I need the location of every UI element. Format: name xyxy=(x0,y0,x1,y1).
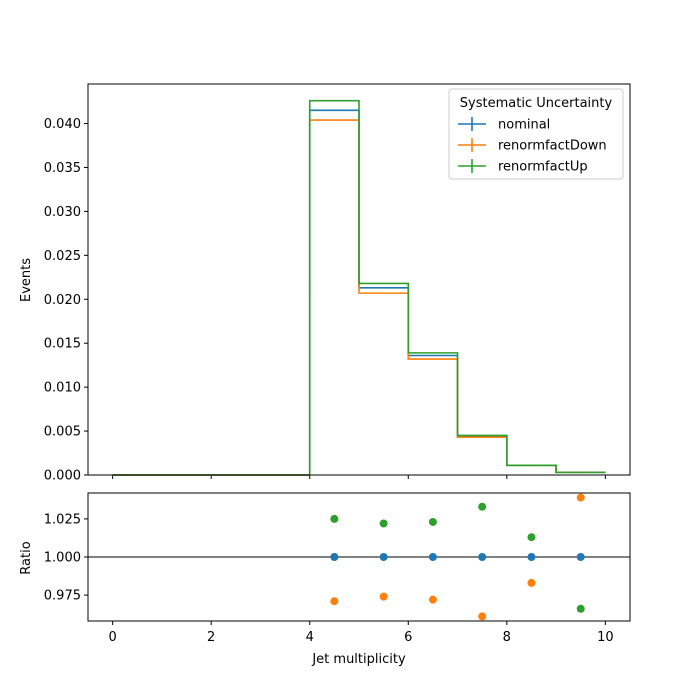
ratio-x-tick-label: 4 xyxy=(306,630,314,645)
ratio-point-renormfactDown xyxy=(576,493,585,502)
legend-box xyxy=(448,88,624,180)
ratio-point-renormfactUp xyxy=(379,519,388,528)
ratio-point-renormfactUp xyxy=(478,502,487,511)
ratio-point-renormfactDown xyxy=(527,578,536,587)
main-y-tick-label: 0.040 xyxy=(44,117,81,132)
ratio-point-renormfactDown xyxy=(428,595,437,604)
ratio-point-renormfactDown xyxy=(379,592,388,601)
ratio-x-tick-label: 6 xyxy=(404,630,412,645)
ratio-x-tick-label: 0 xyxy=(108,630,116,645)
main-y-axis-label: Events xyxy=(19,258,34,302)
legend-entry-nominal: nominal xyxy=(498,118,550,133)
legend-entry-renormfactUp: renormfactUp xyxy=(498,160,588,175)
main-y-tick-label: 0.010 xyxy=(44,381,81,396)
ratio-x-tick-label: 8 xyxy=(503,630,511,645)
ratio-y-tick-label: 1.000 xyxy=(44,551,81,566)
ratio-point-nominal xyxy=(330,553,339,561)
ratio-point-nominal xyxy=(576,553,585,561)
main-panel: 0.000 0.005 0.010 0.015 0.020 0.025 0.030 0.035… xyxy=(44,83,631,484)
legend: Systematic Uncertainty nominal renormfactD… xyxy=(448,88,624,180)
main-y-tick-label: 0.030 xyxy=(44,205,81,220)
ratio-point-nominal xyxy=(428,553,437,561)
ratio-x-tick-label: 10 xyxy=(597,630,614,645)
axis-labels: Events Ratio Jet multiplicity xyxy=(19,258,406,667)
ratio-point-renormfactUp xyxy=(428,517,437,526)
ratio-panel: 0.975 1.000 1.025 0 2 4 6 8 10 xyxy=(44,492,631,645)
x-axis-label: Jet multiplicity xyxy=(311,652,406,667)
ratio-point-nominal xyxy=(527,553,536,561)
main-y-tick-label: 0.020 xyxy=(44,293,81,308)
main-y-tick-label: 0.005 xyxy=(44,425,81,440)
ratio-point-renormfactUp xyxy=(527,533,536,542)
ratio-x-tick-label: 2 xyxy=(207,630,215,645)
ratio-y-tick-label: 1.025 xyxy=(44,512,81,527)
ratio-point-renormfactUp xyxy=(576,604,585,613)
legend-entry-renormfactDown: renormfactDown xyxy=(498,139,607,154)
ratio-axes-frame xyxy=(87,492,631,622)
ratio-point-nominal xyxy=(478,553,487,561)
main-y-tick-label: 0.015 xyxy=(44,337,81,352)
main-y-tick-label: 0.035 xyxy=(44,161,81,176)
ratio-point-renormfactDown xyxy=(330,597,339,606)
ratio-y-axis-label: Ratio xyxy=(19,541,34,574)
ratio-point-renormfactDown xyxy=(478,612,487,621)
ratio-point-nominal xyxy=(379,553,388,561)
ratio-point-renormfactUp xyxy=(330,514,339,523)
legend-title: Systematic Uncertainty xyxy=(460,96,613,111)
main-y-tick-label: 0.025 xyxy=(44,249,81,264)
main-axes-frame xyxy=(87,83,631,476)
ratio-y-tick-label: 0.975 xyxy=(44,589,81,604)
main-y-tick-label: 0.000 xyxy=(44,469,81,484)
